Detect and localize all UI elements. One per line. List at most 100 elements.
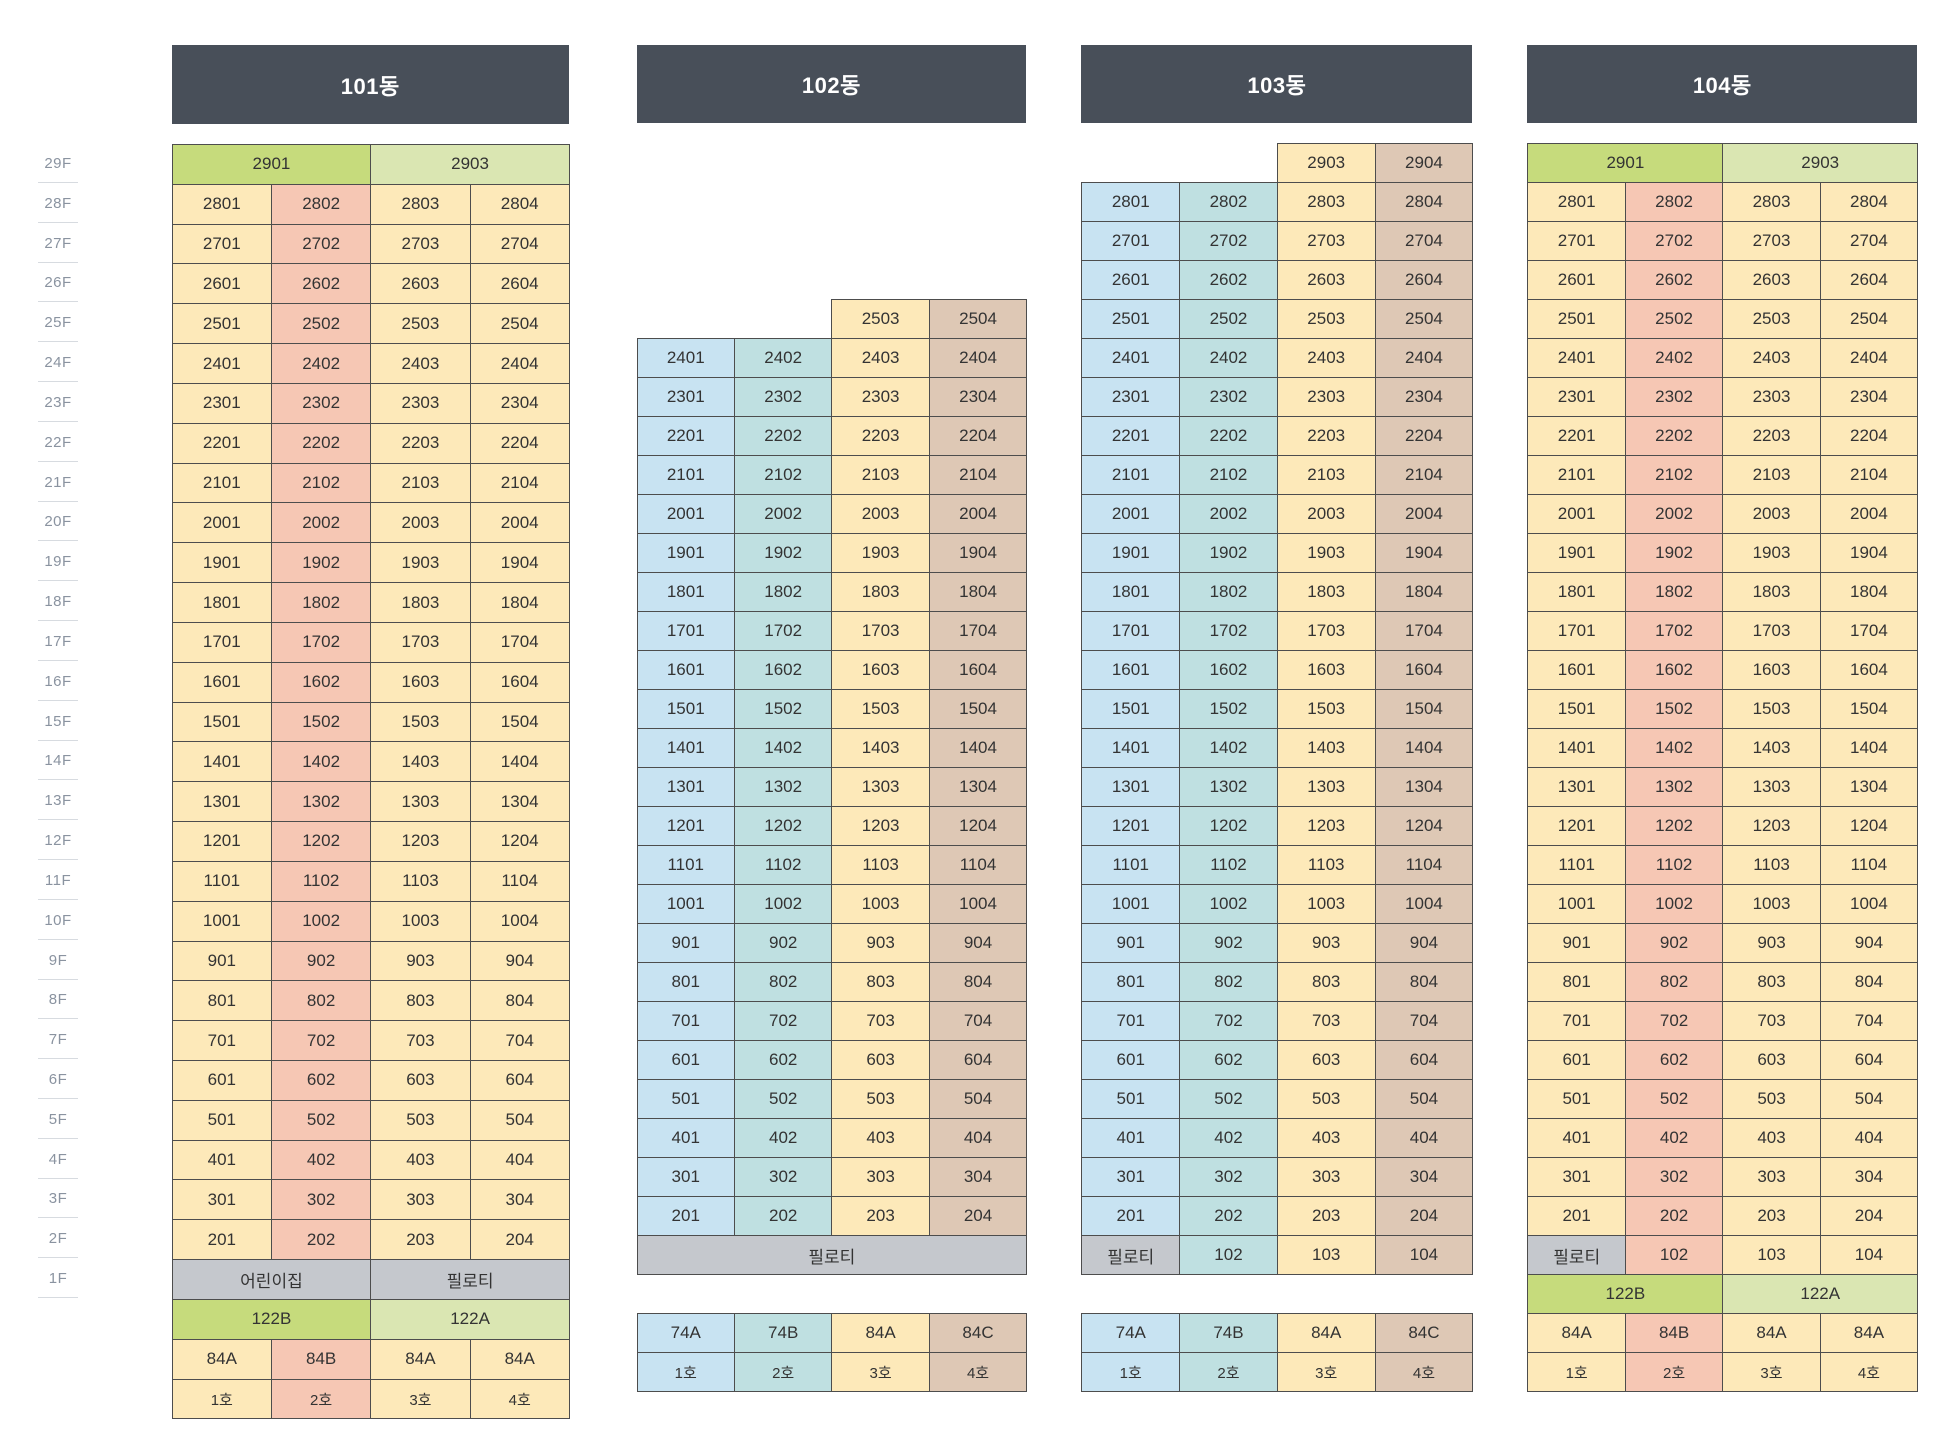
unit-cell: 2001 [1527, 493, 1626, 534]
unit-cell: 704 [469, 1020, 570, 1061]
unit-cell: 502 [270, 1099, 372, 1141]
unit-cell: 2204 [928, 415, 1028, 456]
unit-cell: 201 [1081, 1196, 1181, 1237]
unit-cell: 2303 [1276, 376, 1376, 417]
unit-cell: 204 [469, 1219, 570, 1261]
area-type-cell: 84B [1624, 1313, 1724, 1354]
unit-cell: 1503 [1722, 688, 1821, 729]
unit-cell: 1203 [370, 821, 471, 862]
unit-cell: 404 [1374, 1118, 1474, 1159]
unit-cell: 1802 [270, 582, 372, 623]
unit-cell: 1603 [1276, 649, 1376, 690]
unit-cell: 1703 [1276, 610, 1376, 651]
ground-row-cell: 필로티 [370, 1259, 570, 1300]
type-row-cell: 122A [370, 1298, 570, 1340]
unit-cell: 402 [1179, 1118, 1278, 1159]
ground-row-cell: 103 [1722, 1235, 1821, 1276]
unit-cell: 801 [1527, 962, 1626, 1002]
unit-cell: 902 [1179, 922, 1278, 963]
unit-cell: 2003 [1276, 493, 1376, 534]
unit-cell: 703 [831, 1001, 930, 1042]
unit-cell: 1503 [1276, 688, 1376, 729]
unit-cell: 902 [733, 922, 833, 963]
unit-cell: 1404 [1819, 727, 1919, 768]
unit-cell: 2303 [370, 382, 471, 424]
unit-cell: 2604 [469, 263, 570, 305]
unit-cell: 804 [928, 962, 1028, 1002]
unit-cell: 803 [1722, 962, 1821, 1002]
unit-cell: 1401 [1081, 727, 1181, 768]
building-header: 104동 [1527, 45, 1918, 123]
unit-cell: 1502 [270, 701, 372, 743]
unit-cell: 1102 [1179, 844, 1278, 885]
unit-cell: 702 [733, 1001, 833, 1042]
unit-cell: 1601 [171, 661, 272, 703]
unit-cell: 1001 [1081, 883, 1181, 924]
unit-cell: 1303 [1722, 766, 1821, 807]
unit-cell: 1101 [636, 844, 735, 885]
unit-cell: 1603 [370, 661, 471, 703]
unit-cell: 1301 [1527, 766, 1626, 807]
unit-cell: 1702 [1624, 610, 1724, 651]
area-type-cell: 84B [270, 1338, 372, 1380]
unit-cell: 1102 [1624, 844, 1724, 885]
unit-cell: 1904 [1819, 532, 1919, 573]
unit-cell: 1303 [831, 766, 930, 807]
unit-cell: 2103 [370, 462, 471, 504]
unit-cell: 2703 [1276, 220, 1376, 261]
unit-cell: 402 [733, 1118, 833, 1159]
unit-cell: 503 [370, 1099, 471, 1141]
unit-cell: 1601 [1527, 649, 1626, 690]
unit-cell: 2502 [270, 303, 372, 345]
unit-cell: 403 [370, 1139, 471, 1181]
ground-row-cell: 104 [1819, 1235, 1919, 1276]
unit-cell: 2501 [1081, 298, 1181, 339]
unit-cell: 203 [1722, 1196, 1821, 1237]
unit-cell: 904 [928, 922, 1028, 963]
unit-line-cell: 2호 [1624, 1352, 1724, 1393]
unit-cell: 702 [1179, 1001, 1278, 1042]
unit-line-cell: 4호 [1374, 1352, 1474, 1393]
unit-cell: 603 [370, 1060, 471, 1101]
unit-line-cell: 4호 [928, 1352, 1028, 1393]
unit-cell: 802 [733, 962, 833, 1002]
unit-cell: 302 [733, 1157, 833, 1198]
unit-cell: 303 [1276, 1157, 1376, 1198]
unit-cell: 2602 [1179, 259, 1278, 300]
area-type-cell: 74B [1179, 1313, 1278, 1354]
floor-label: 1F [38, 1259, 78, 1299]
unit-cell: 904 [469, 940, 570, 982]
unit-cell: 2703 [370, 223, 471, 265]
unit-cell: 1402 [270, 741, 372, 783]
unit-cell: 1103 [1722, 844, 1821, 885]
unit-cell: 2503 [370, 303, 471, 345]
unit-cell: 1102 [270, 860, 372, 902]
unit-cell: 2701 [1081, 220, 1181, 261]
building-header: 102동 [636, 45, 1027, 123]
unit-cell: 1704 [1374, 610, 1474, 651]
unit-cell: 1703 [370, 621, 471, 663]
unit-line-cell: 1호 [636, 1352, 735, 1393]
unit-cell: 804 [469, 980, 570, 1022]
unit-cell: 801 [1081, 962, 1181, 1002]
unit-cell: 2304 [1374, 376, 1474, 417]
unit-cell: 2103 [1276, 454, 1376, 495]
unit-cell: 2603 [1722, 259, 1821, 300]
building-header: 101동 [171, 45, 569, 124]
floor-label: 25F [38, 303, 78, 343]
unit-cell: 2101 [171, 462, 272, 504]
unit-cell: 1804 [928, 571, 1028, 612]
unit-cell: 1001 [1527, 883, 1626, 924]
unit-cell: 2102 [270, 462, 372, 504]
unit-cell: 1201 [1527, 805, 1626, 846]
unit-cell: 2704 [1374, 220, 1474, 261]
unit-cell: 1703 [1722, 610, 1821, 651]
unit-cell: 2704 [469, 223, 570, 265]
unit-cell: 502 [1179, 1079, 1278, 1120]
unit-cell: 2204 [469, 422, 570, 464]
unit-cell: 704 [928, 1001, 1028, 1042]
unit-cell: 303 [1722, 1157, 1821, 1198]
unit-line-cell: 1호 [1527, 1352, 1626, 1393]
top-row-cell: 2904 [1374, 142, 1474, 183]
unit-cell: 1902 [1179, 532, 1278, 573]
